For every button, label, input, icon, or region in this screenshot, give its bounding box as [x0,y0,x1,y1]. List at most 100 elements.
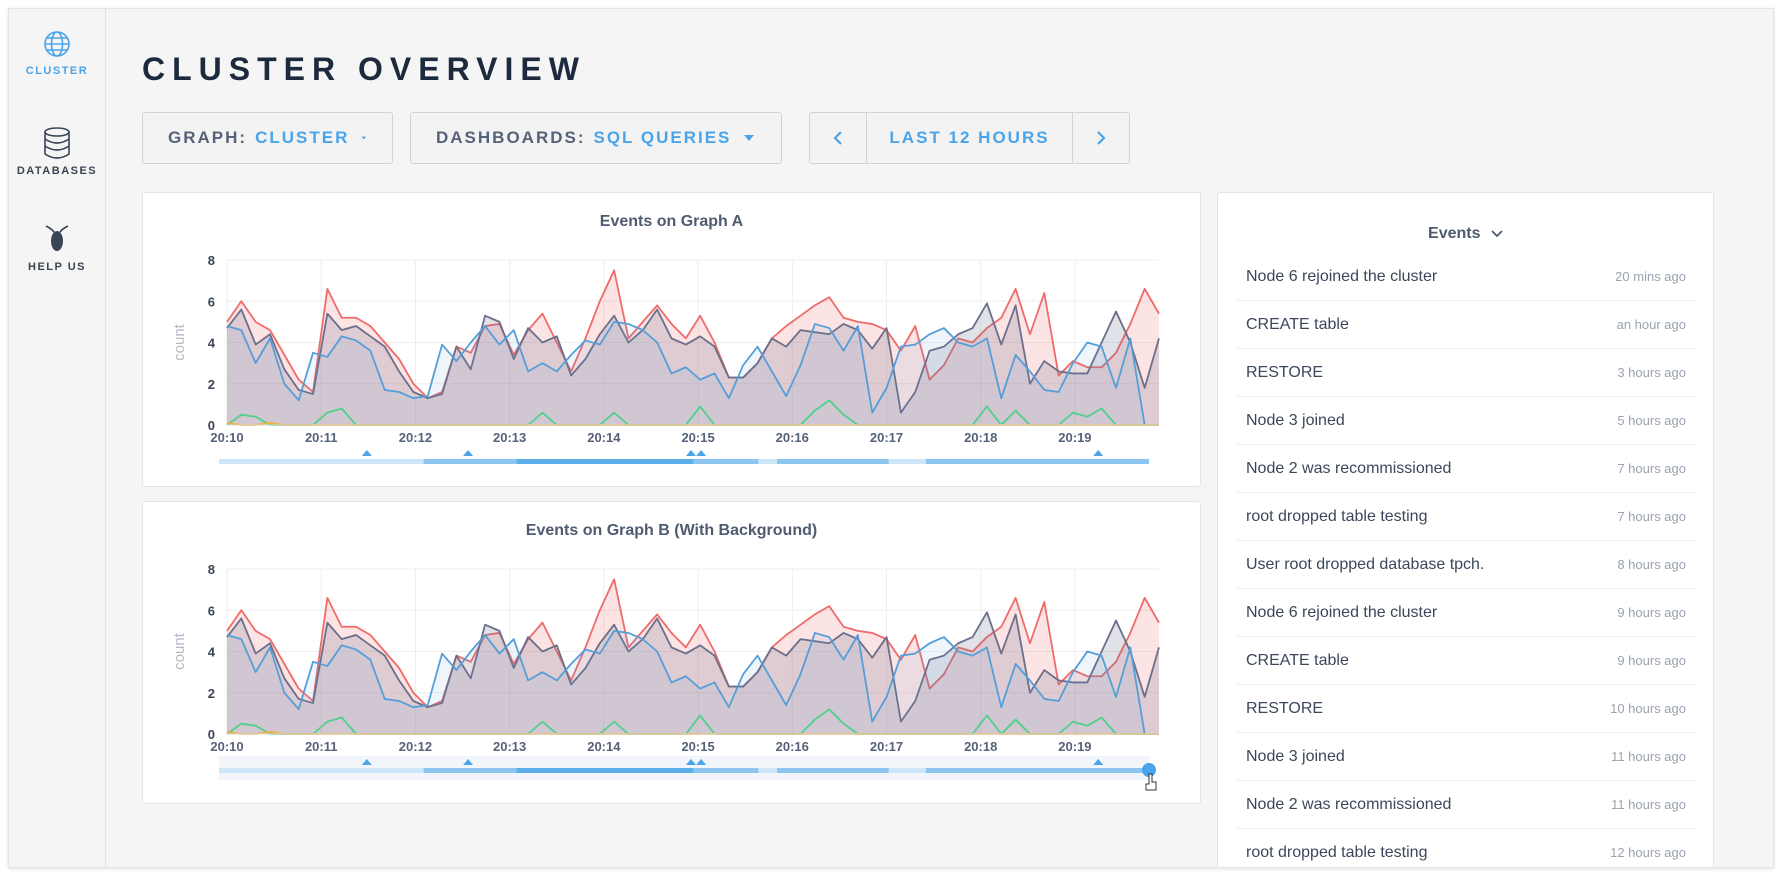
time-range-button[interactable]: LAST 12 HOURS [889,128,1050,147]
caret-down-icon [361,136,367,140]
page-title: CLUSTER OVERVIEW [142,51,586,87]
scrubber-segment [777,459,889,464]
scrubber-segment [925,459,1149,464]
x-tick-label: 20:17 [870,430,903,445]
event-marker [685,759,696,765]
event-row[interactable]: CREATE table an hour ago [1236,301,1696,349]
y-tick-label: 8 [208,562,215,577]
event-time: 11 hours ago [1611,797,1686,812]
y-tick-label: 6 [208,294,215,309]
series-area [227,579,1159,734]
x-tick-label: 20:19 [1058,739,1091,754]
event-row[interactable]: Node 2 was recommissioned 7 hours ago [1236,445,1696,493]
event-text: root dropped table testing [1246,507,1428,525]
series-line [226,578,1160,709]
event-text: RESTORE [1246,363,1324,381]
sidebar-item-help-us[interactable]: HELP US [9,223,105,273]
event-time: 11 hours ago [1611,749,1686,764]
chevron-right-icon [1097,131,1106,145]
sidebar-item-databases[interactable]: DATABASES [9,127,105,177]
event-row[interactable]: RESTORE 3 hours ago [1236,349,1696,397]
event-marker [463,759,474,765]
event-row[interactable]: CREATE table 9 hours ago [1236,637,1696,685]
event-marker [696,450,707,456]
event-row[interactable]: Node 3 joined 5 hours ago [1236,397,1696,445]
sidebar: CLUSTER DATABASES HELP US [9,9,106,867]
event-row[interactable]: Node 2 was recommissioned 11 hours ago [1236,781,1696,829]
event-row[interactable]: root dropped table testing 12 hours ago [1236,829,1696,867]
sidebar-item-label: HELP US [28,261,86,273]
event-text: RESTORE [1246,699,1324,717]
series-line [226,611,1160,723]
y-axis-label: count [171,323,188,361]
x-tick-label: 20:16 [776,739,809,754]
event-marker [361,759,372,765]
event-row[interactable]: Node 6 rejoined the cluster 9 hours ago [1236,589,1696,637]
sidebar-item-label: CLUSTER [25,65,89,77]
x-tick-label: 20:12 [399,739,432,754]
event-row[interactable]: Node 3 joined 11 hours ago [1236,733,1696,781]
event-marker [1093,759,1104,765]
event-text: CREATE table [1246,315,1349,333]
series-line [226,302,1160,414]
event-time: 20 mins ago [1615,269,1686,284]
event-text: Node 2 was recommissioned [1246,795,1452,813]
events-panel: Events Node 6 rejoined the cluster 20 min… [1217,192,1714,867]
chevron-down-icon [1491,230,1503,238]
event-marker [361,450,372,456]
event-text: root dropped table testing [1246,843,1428,861]
next-range-button[interactable] [1072,113,1129,163]
event-marker [463,450,474,456]
scrubber-segment [516,768,694,773]
event-row[interactable]: RESTORE 10 hours ago [1236,685,1696,733]
event-row[interactable]: root dropped table testing 7 hours ago [1236,493,1696,541]
x-tick-label: 20:12 [399,430,432,445]
y-tick-label: 0 [208,727,215,742]
graph-dropdown[interactable]: GRAPH: CLUSTER [142,112,393,164]
sidebar-item-label: DATABASES [16,165,98,177]
events-list: Node 6 rejoined the cluster 20 mins ago CR… [1236,253,1696,867]
event-marker [1093,450,1104,456]
event-row[interactable]: Node 6 rejoined the cluster 20 mins ago [1236,253,1696,301]
hand-cursor-icon [1145,773,1157,791]
event-marker [685,450,696,456]
chart-title: Events on Graph A [599,213,744,230]
sidebar-item-cluster[interactable]: CLUSTER [9,29,105,77]
event-time: 8 hours ago [1617,557,1686,572]
x-tick-label: 20:10 [210,430,243,445]
event-time: an hour ago [1616,317,1686,332]
event-time: 3 hours ago [1617,365,1686,380]
event-text: Node 3 joined [1246,747,1345,765]
y-tick-label: 6 [208,603,215,618]
graph-dropdown-label: GRAPH: [168,128,248,147]
scrubber-segment [665,768,759,773]
x-tick-label: 20:14 [587,430,621,445]
series-line [226,269,1160,400]
x-tick-label: 20:13 [493,430,526,445]
x-tick-label: 20:10 [210,739,243,754]
chart-graph-a: 0 2 4 6 8 20:10 20:11 20:12 20:13 20:14 20:15 20:16… [171,253,1160,464]
chart-card-graph-b: Events on Graph B (With Background) 0 2 4 6… [142,501,1201,804]
event-text: User root dropped database tpch. [1246,555,1485,573]
event-text: CREATE table [1246,651,1349,669]
chart-graph-b: 0 2 4 6 8 20:10 20:11 20:12 20:13 20:14 20:15 20:16… [171,562,1160,791]
globe-icon [44,31,70,57]
x-tick-label: 20:18 [964,739,997,754]
event-text: Node 6 rejoined the cluster [1246,603,1438,621]
x-tick-label: 20:18 [964,430,997,445]
x-tick-label: 20:15 [681,739,714,754]
events-header[interactable]: Events [1218,225,1713,243]
x-tick-label: 20:17 [870,739,903,754]
series-line [226,320,1159,426]
scrubber-segment [925,768,1149,773]
event-text: Node 3 joined [1246,411,1345,429]
event-row[interactable]: User root dropped database tpch. 8 hours … [1236,541,1696,589]
prev-range-button[interactable] [810,113,867,163]
scrubber-segment [665,459,759,464]
event-time: 9 hours ago [1617,605,1686,620]
time-range-selector: LAST 12 HOURS [809,112,1130,164]
dashboards-dropdown[interactable]: DASHBOARDS: SQL QUERIES [410,112,782,164]
event-time: 7 hours ago [1617,461,1686,476]
y-tick-label: 2 [208,686,215,701]
event-text: Node 6 rejoined the cluster [1246,267,1438,285]
